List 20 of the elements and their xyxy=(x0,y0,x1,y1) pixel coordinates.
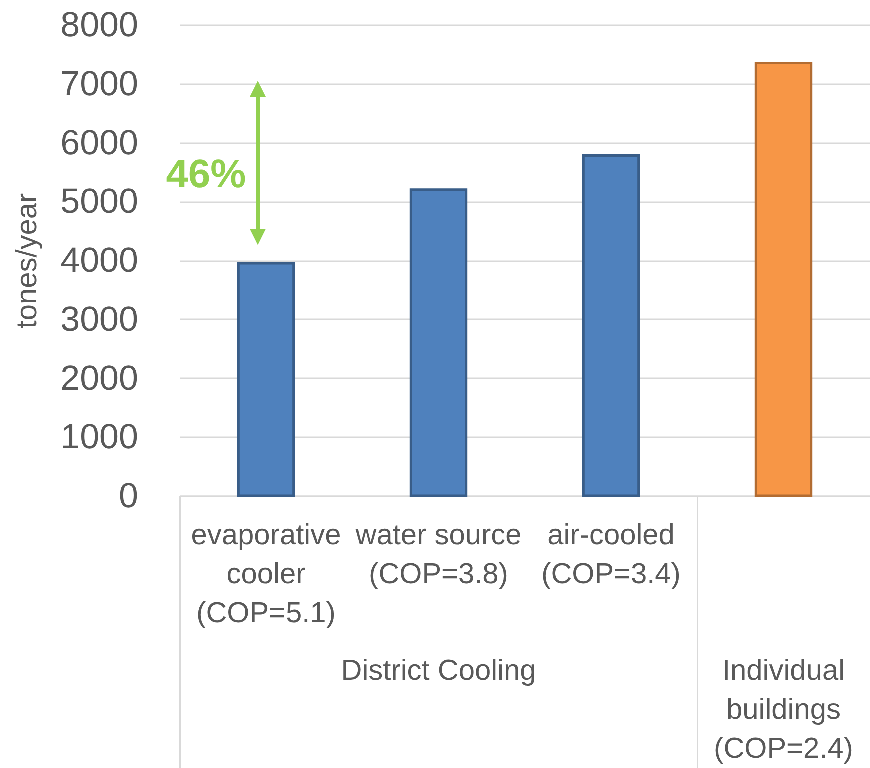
y-tick-label: 8000 xyxy=(60,6,138,44)
bar xyxy=(237,262,296,498)
y-tick-label: 0 xyxy=(119,476,138,516)
y-axis-title: tones/year xyxy=(12,192,44,329)
y-tick-label: 5000 xyxy=(60,182,138,222)
y-tick-label: 1000 xyxy=(60,418,138,457)
text: District Cooling xyxy=(341,655,536,687)
y-tick-label: 6000 xyxy=(60,123,138,162)
y-tick-label: 7000 xyxy=(60,64,138,104)
y-tick-label: 4000 xyxy=(60,241,138,280)
y-tick-label: 2000 xyxy=(60,358,138,398)
x-tick-label: water source (COP=3.8) xyxy=(354,520,522,590)
x-tick-label: air-cooled (COP=3.4) xyxy=(542,520,681,590)
annotation: 46% xyxy=(166,152,246,196)
x-tick-label: evaporative cooler (COP=5.1) xyxy=(191,520,342,630)
y-tick-label: 3000 xyxy=(60,300,138,339)
bar xyxy=(582,154,640,498)
bar xyxy=(754,62,813,498)
bar xyxy=(410,188,468,498)
text: Individual buildings (COP=2.4) xyxy=(714,655,854,765)
